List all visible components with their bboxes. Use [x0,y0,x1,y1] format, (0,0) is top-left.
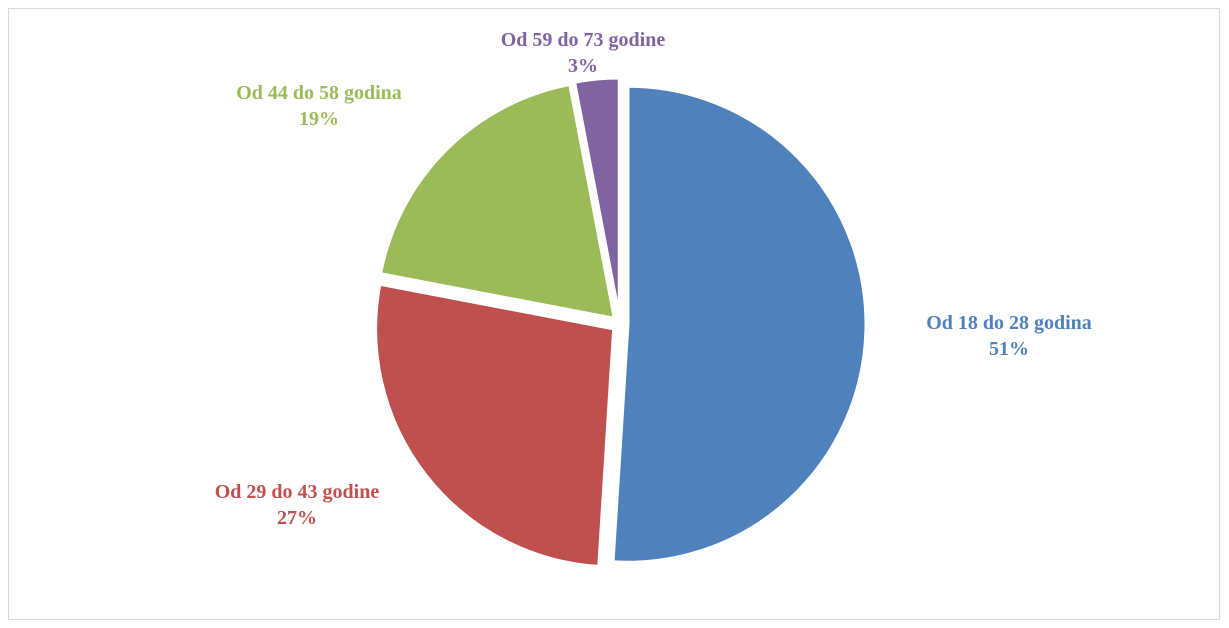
slice-category-label: Od 29 do 43 godine [215,481,380,503]
pie-slice-2 [374,282,616,569]
slice-percent-label: 3% [568,55,598,77]
pie-slice-1 [611,84,868,564]
chart-area: Od 18 do 28 godina 51% Od 29 do 43 godine 2… [8,8,1220,620]
slice-category-label: Od 18 do 28 godina [926,312,1092,334]
slice-percent-label: 51% [989,338,1029,360]
slice-label-4: Od 59 do 73 godine 3% [501,29,666,77]
pie-chart: Od 18 do 28 godina 51% Od 29 do 43 godine 2… [215,29,1092,569]
pie-slice-3 [378,82,617,321]
slice-category-label: Od 44 do 58 godina [236,82,402,104]
slice-category-label: Od 59 do 73 godine [501,29,666,51]
slice-percent-label: 19% [299,108,339,130]
slice-label-1: Od 18 do 28 godina 51% [926,312,1092,360]
slice-label-3: Od 44 do 58 godina 19% [236,82,402,130]
slice-label-2: Od 29 do 43 godine 27% [215,481,380,529]
slice-percent-label: 27% [277,507,317,529]
pie-slice-4 [572,76,621,317]
